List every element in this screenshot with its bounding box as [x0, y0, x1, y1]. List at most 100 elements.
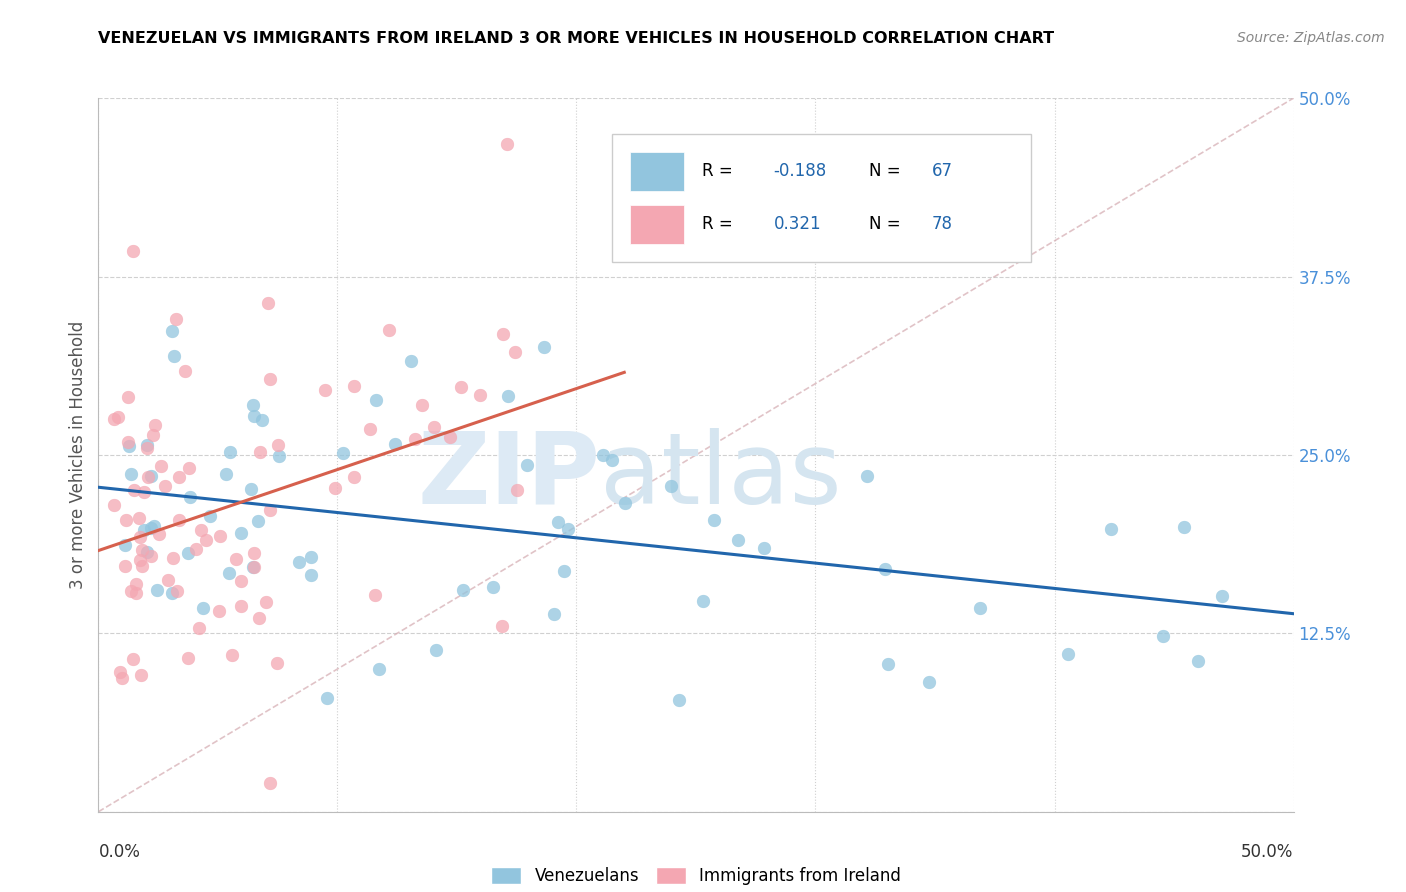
Point	[468, 388, 491, 402]
Point	[516, 458, 538, 472]
Point	[143, 417, 166, 432]
Point	[378, 323, 401, 337]
Point	[221, 648, 243, 662]
Point	[547, 515, 569, 529]
Point	[917, 675, 939, 690]
Point	[343, 470, 366, 484]
Point	[142, 428, 165, 442]
Point	[450, 380, 472, 394]
Point	[259, 372, 281, 386]
Point	[533, 340, 555, 354]
Point	[247, 515, 270, 529]
Point	[481, 580, 503, 594]
Text: 0.0%: 0.0%	[98, 843, 141, 861]
Point	[314, 383, 336, 397]
Point	[332, 445, 354, 459]
Point	[107, 409, 129, 424]
Point	[163, 349, 186, 363]
Point	[135, 544, 157, 558]
Point	[668, 693, 690, 707]
Point	[141, 549, 163, 563]
Text: N =: N =	[869, 162, 905, 180]
Point	[165, 312, 187, 326]
Point	[243, 409, 266, 424]
Point	[120, 583, 142, 598]
Point	[496, 137, 519, 152]
Point	[225, 552, 247, 566]
Point	[727, 533, 749, 547]
Point	[114, 558, 136, 573]
Point	[117, 390, 139, 404]
Point	[179, 491, 201, 505]
Point	[1173, 520, 1195, 534]
Point	[167, 513, 190, 527]
Point	[557, 522, 579, 536]
Point	[600, 453, 623, 467]
Point	[111, 671, 134, 685]
Point	[259, 776, 281, 790]
Point	[145, 582, 167, 597]
Point	[156, 573, 179, 587]
Point	[543, 607, 565, 622]
Y-axis label: 3 or more Vehicles in Household: 3 or more Vehicles in Household	[69, 321, 87, 589]
Point	[128, 511, 150, 525]
Point	[194, 533, 217, 548]
Point	[114, 538, 136, 552]
Point	[215, 467, 238, 482]
Point	[613, 496, 636, 510]
Point	[193, 600, 215, 615]
Point	[121, 244, 143, 258]
Point	[118, 439, 141, 453]
Point	[231, 526, 253, 541]
Point	[160, 586, 183, 600]
Point	[198, 508, 221, 523]
Point	[190, 523, 212, 537]
Point	[503, 344, 526, 359]
Point	[240, 482, 263, 496]
Point	[496, 389, 519, 403]
Point	[121, 652, 143, 666]
Point	[1211, 589, 1233, 603]
Point	[299, 550, 322, 565]
Point	[877, 657, 900, 672]
Point	[143, 519, 166, 533]
Point	[122, 483, 145, 498]
Point	[242, 560, 264, 574]
Point	[131, 559, 153, 574]
Point	[288, 555, 311, 569]
Point	[1057, 647, 1080, 661]
Point	[316, 691, 339, 706]
Point	[187, 621, 209, 635]
Point	[242, 546, 264, 560]
Point	[103, 412, 125, 426]
Point	[184, 541, 207, 556]
Point	[505, 483, 527, 498]
Point	[425, 643, 447, 657]
FancyBboxPatch shape	[612, 134, 1031, 262]
Point	[703, 513, 725, 527]
Point	[136, 442, 159, 456]
Point	[343, 378, 366, 392]
Point	[553, 564, 575, 578]
Bar	[630, 205, 683, 244]
Point	[491, 619, 513, 633]
Point	[359, 422, 381, 436]
Point	[299, 568, 322, 582]
Text: ZIP: ZIP	[418, 428, 600, 524]
Point	[103, 498, 125, 512]
Point	[139, 468, 162, 483]
Point	[404, 432, 426, 446]
Point	[208, 529, 231, 543]
Point	[135, 438, 157, 452]
Point	[115, 514, 138, 528]
Point	[219, 444, 242, 458]
Point	[243, 560, 266, 574]
Point	[451, 583, 474, 598]
Point	[160, 324, 183, 338]
Point	[256, 296, 278, 310]
Text: atlas: atlas	[600, 428, 842, 524]
Point	[969, 601, 991, 615]
Point	[125, 585, 148, 599]
Text: -0.188: -0.188	[773, 162, 827, 180]
Point	[491, 326, 513, 341]
